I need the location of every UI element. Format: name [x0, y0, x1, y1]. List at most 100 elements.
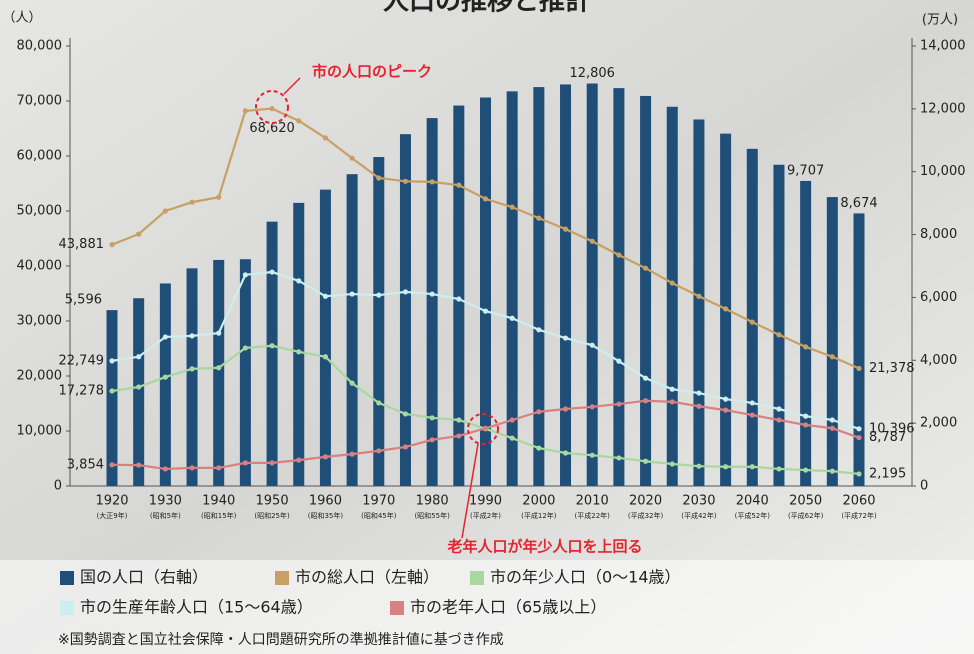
- point: [216, 465, 221, 470]
- point: [776, 417, 781, 422]
- x-tick-label: 1950: [256, 494, 289, 509]
- x-tick-label: 1930: [149, 494, 182, 509]
- bar: [587, 84, 598, 486]
- point: [776, 332, 781, 337]
- bar: [693, 119, 704, 486]
- point: [296, 118, 301, 123]
- x-tick-sublabel: (平成32年): [628, 511, 664, 520]
- bar: [800, 181, 811, 486]
- y-tick-label: 20,000: [17, 369, 63, 384]
- point: [189, 465, 194, 470]
- bar: [533, 87, 544, 486]
- point: [723, 408, 728, 413]
- point: [616, 359, 621, 364]
- point: [430, 437, 435, 442]
- point: [856, 426, 861, 431]
- point: [563, 406, 568, 411]
- point: [723, 464, 728, 469]
- y2-axis-title: (万人): [922, 13, 958, 28]
- point: [830, 417, 835, 422]
- point: [296, 278, 301, 283]
- data-label: 2,195: [869, 466, 906, 481]
- x-tick-sublabel: (平成42年): [681, 511, 717, 520]
- point: [296, 458, 301, 463]
- point: [750, 464, 755, 469]
- point: [536, 445, 541, 450]
- point: [803, 467, 808, 472]
- annotation: 老年人口が年少人口を上回る: [446, 538, 642, 556]
- y-tick-label: 0: [54, 479, 62, 494]
- point: [403, 289, 408, 294]
- point: [456, 433, 461, 438]
- chart: 人口の推移と推計 （人） (万人) 010,00020,00030,00040,…: [0, 0, 974, 654]
- y2-tick-label: 2,000: [920, 416, 957, 431]
- bar: [293, 203, 304, 486]
- x-tick-label: 1970: [362, 494, 395, 509]
- point: [723, 306, 728, 311]
- point: [430, 415, 435, 420]
- point: [216, 331, 221, 336]
- x-tick-sublabel: (平成52年): [735, 511, 771, 520]
- bar: [160, 283, 171, 486]
- point: [643, 459, 648, 464]
- y-tick-label: 70,000: [17, 94, 63, 109]
- point: [456, 417, 461, 422]
- data-label: 17,278: [59, 383, 105, 398]
- point: [536, 327, 541, 332]
- legend-label: 市の生産年齢人口（15～64歳）: [80, 598, 313, 617]
- point: [163, 466, 168, 471]
- point: [350, 381, 355, 386]
- point: [109, 462, 114, 467]
- legend-label: 市の年少人口（0～14歳）: [490, 568, 681, 587]
- legend-swatch: [470, 571, 484, 585]
- legend-swatch: [275, 571, 289, 585]
- point: [296, 349, 301, 354]
- data-label: 9,707: [787, 163, 824, 178]
- x-tick-label: 2010: [576, 494, 609, 509]
- point: [510, 316, 515, 321]
- point: [216, 195, 221, 200]
- bar: [107, 310, 118, 486]
- point: [109, 242, 114, 247]
- x-tick-label: 2020: [629, 494, 662, 509]
- x-tick-label: 1980: [416, 494, 449, 509]
- point: [483, 426, 488, 431]
- x-tick-label: 1940: [202, 494, 235, 509]
- point: [590, 404, 595, 409]
- point: [696, 404, 701, 409]
- x-tick-sublabel: (平成62年): [788, 511, 824, 520]
- y2-tick-label: 12,000: [920, 101, 966, 116]
- data-label: 5,596: [65, 293, 102, 308]
- bar: [453, 106, 464, 486]
- point: [323, 135, 328, 140]
- y2-tick-label: 0: [920, 479, 928, 494]
- point: [750, 400, 755, 405]
- data-label: 43,881: [59, 237, 105, 252]
- point: [723, 397, 728, 402]
- bar: [667, 107, 678, 486]
- point: [323, 354, 328, 359]
- data-label: 21,378: [869, 361, 915, 376]
- point: [483, 309, 488, 314]
- point: [243, 272, 248, 277]
- point: [350, 452, 355, 457]
- point: [670, 399, 675, 404]
- point: [616, 401, 621, 406]
- point: [403, 179, 408, 184]
- x-tick-sublabel: (昭和15年): [201, 511, 237, 520]
- point: [830, 469, 835, 474]
- x-tick-label: 2000: [522, 494, 555, 509]
- point: [376, 293, 381, 298]
- bar: [400, 134, 411, 486]
- y-tick-label: 80,000: [17, 39, 63, 54]
- point: [670, 387, 675, 392]
- point: [163, 334, 168, 339]
- point: [590, 343, 595, 348]
- point: [830, 426, 835, 431]
- bar: [773, 165, 784, 486]
- data-label: 3,854: [67, 457, 104, 472]
- point: [216, 365, 221, 370]
- point: [323, 294, 328, 299]
- x-tick-sublabel: (平成72年): [841, 511, 877, 520]
- point: [430, 291, 435, 296]
